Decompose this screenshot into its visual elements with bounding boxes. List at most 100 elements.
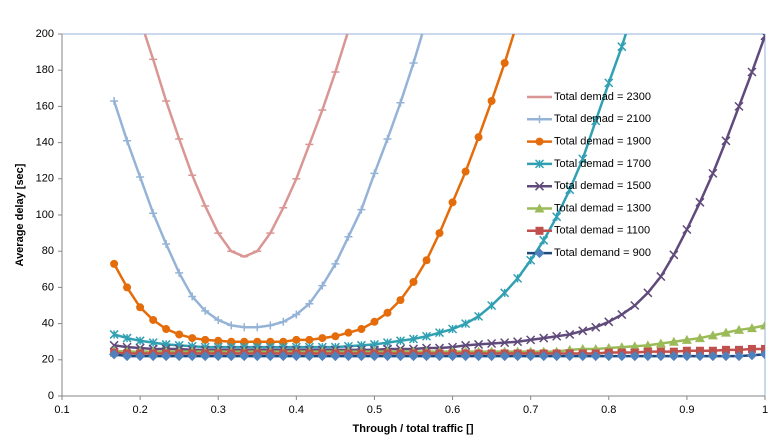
marker: [535, 226, 544, 235]
marker: [292, 310, 301, 319]
marker: [565, 185, 575, 195]
marker: [460, 351, 471, 362]
marker: [448, 198, 457, 207]
legend-label: Total demad = 1900: [554, 136, 651, 148]
marker: [500, 338, 510, 348]
marker: [422, 256, 431, 265]
legend-label: Total demad = 2300: [554, 91, 651, 103]
marker: [591, 116, 601, 126]
marker: [535, 115, 544, 124]
marker: [448, 324, 458, 334]
marker: [747, 344, 756, 353]
y-tick-label: 120: [36, 173, 54, 185]
x-tick-label: 0.2: [132, 404, 147, 416]
marker: [200, 351, 211, 362]
marker: [668, 351, 679, 362]
marker: [733, 324, 744, 334]
x-tick-label: 0.3: [211, 404, 226, 416]
marker: [421, 351, 432, 362]
marker: [162, 325, 171, 334]
x-tick-label: 0.6: [445, 404, 460, 416]
y-tick-label: 160: [36, 100, 54, 112]
marker: [396, 98, 405, 107]
marker: [669, 250, 679, 260]
marker: [760, 349, 765, 360]
marker: [369, 351, 380, 362]
marker: [110, 259, 119, 268]
marker: [746, 323, 757, 333]
marker: [266, 337, 275, 346]
marker: [577, 351, 588, 362]
marker: [578, 154, 588, 164]
y-tick-label: 40: [42, 318, 54, 330]
marker: [175, 330, 184, 339]
marker: [733, 351, 744, 362]
marker: [396, 296, 405, 305]
marker: [474, 311, 484, 321]
series-line: [112, 34, 424, 329]
marker: [305, 335, 314, 344]
y-tick-label: 200: [36, 28, 54, 40]
marker: [655, 338, 666, 348]
marker: [539, 333, 549, 343]
legend-label: Total demand = 900: [554, 247, 651, 259]
marker: [461, 340, 471, 350]
marker: [514, 17, 522, 25]
marker: [604, 317, 614, 327]
series-line: [113, 35, 765, 352]
x-tick-label: 0.9: [679, 404, 694, 416]
marker: [292, 335, 301, 344]
marker: [708, 346, 717, 355]
marker: [760, 320, 765, 330]
marker: [721, 345, 730, 354]
marker: [487, 300, 497, 311]
marker: [240, 323, 249, 332]
marker: [304, 351, 315, 362]
y-axis-label: Average delay [sec]: [14, 163, 26, 266]
x-tick-label: 0.8: [601, 404, 616, 416]
marker: [681, 334, 692, 344]
marker: [721, 136, 731, 146]
marker: [226, 351, 237, 362]
marker: [188, 334, 197, 343]
y-tick-label: 180: [36, 64, 54, 76]
marker: [318, 334, 327, 343]
marker: [630, 300, 640, 311]
y-tick-label: 100: [36, 209, 54, 221]
marker: [123, 136, 132, 145]
y-tick-label: 140: [36, 137, 54, 149]
x-axis-label: Through / total traffic []: [353, 423, 474, 435]
y-tick-label: 0: [48, 390, 54, 402]
marker: [409, 58, 418, 67]
legend-label: Total demad = 1700: [554, 158, 651, 170]
x-tick-label: 0.5: [367, 404, 382, 416]
marker: [357, 325, 366, 334]
marker: [591, 322, 601, 332]
marker: [265, 351, 276, 362]
marker: [175, 268, 184, 277]
marker: [174, 351, 185, 362]
marker: [331, 332, 340, 341]
legend-label: Total demad = 1100: [554, 225, 650, 237]
marker: [551, 351, 562, 362]
marker: [538, 351, 549, 362]
marker: [617, 42, 627, 52]
legend-label: Total demad = 1300: [554, 202, 651, 214]
marker: [395, 351, 406, 362]
y-tick-label: 20: [42, 354, 54, 366]
marker: [642, 351, 653, 362]
marker: [474, 339, 484, 349]
marker: [240, 337, 249, 346]
marker: [109, 340, 119, 350]
marker: [383, 308, 392, 317]
marker: [239, 351, 250, 362]
marker: [525, 351, 536, 362]
marker: [291, 351, 302, 362]
marker: [564, 351, 575, 362]
marker: [695, 346, 704, 355]
marker: [590, 351, 601, 362]
series-line: [143, 34, 349, 258]
marker: [617, 310, 627, 320]
marker: [761, 344, 765, 353]
marker: [643, 288, 653, 298]
